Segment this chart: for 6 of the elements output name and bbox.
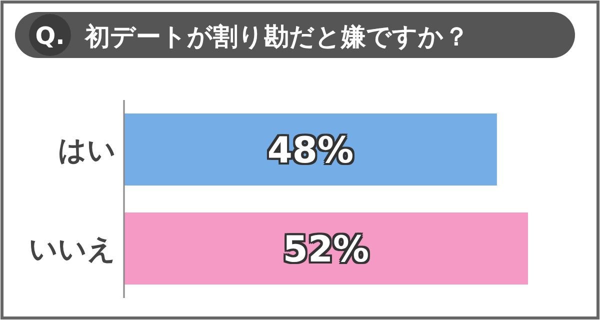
y-tick-label: いいえ <box>29 232 116 266</box>
chart-title: 初デートが割り勘だと嫌ですか？ <box>84 22 469 51</box>
y-tick-label: はい <box>58 134 116 166</box>
text: Q. <box>35 22 65 50</box>
data-label: 48% <box>267 130 354 172</box>
data-label: 52% <box>282 230 370 270</box>
